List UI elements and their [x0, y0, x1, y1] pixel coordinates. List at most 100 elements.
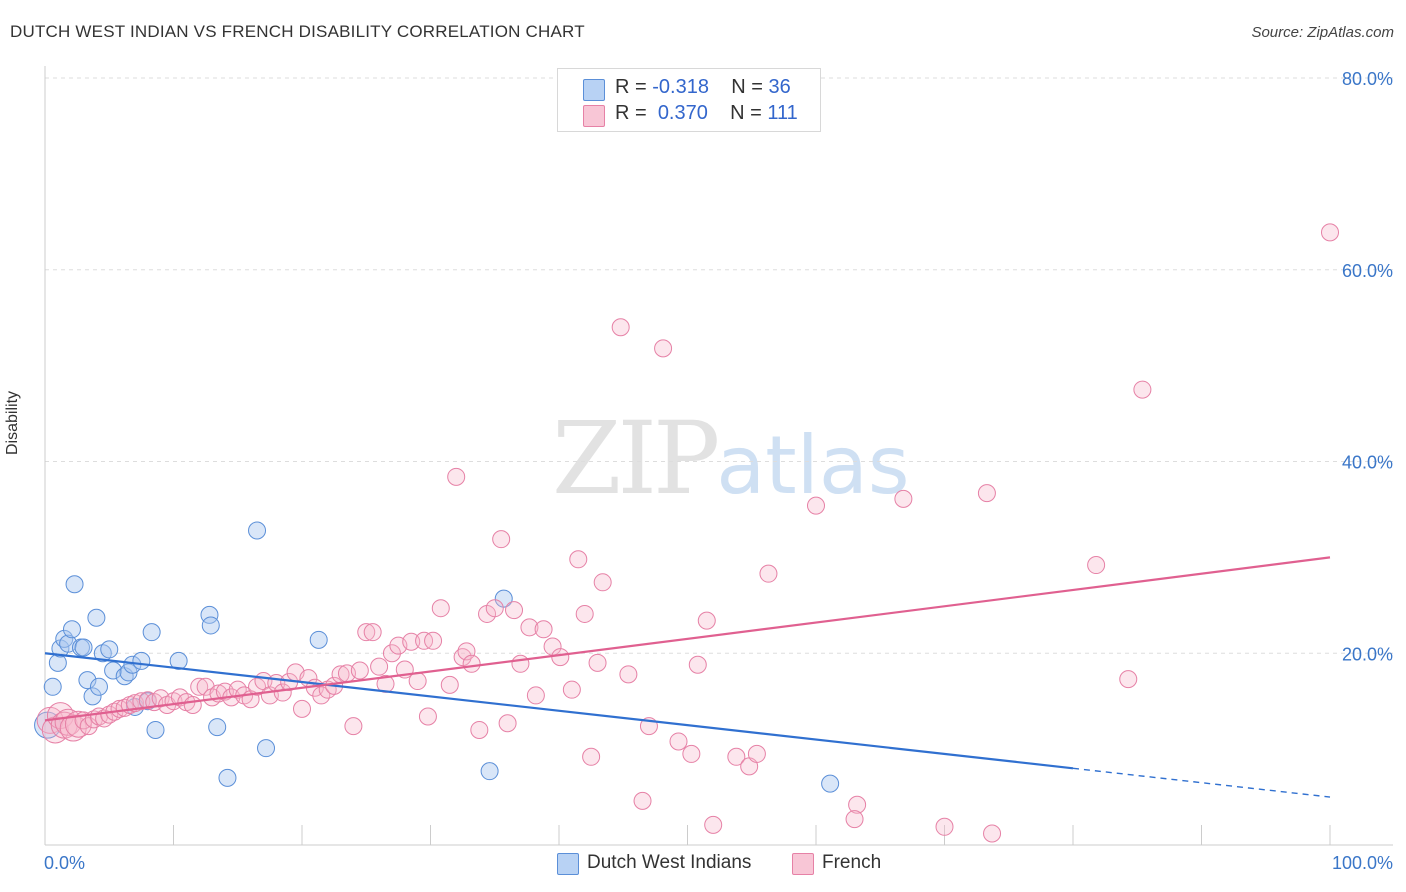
point-pink-63 [418, 707, 437, 726]
point-pink-93 [654, 339, 673, 358]
point-pink-54 [363, 623, 382, 642]
point-pink-15 [115, 698, 134, 717]
point-pink-51 [344, 717, 363, 736]
point-blue-29 [218, 768, 237, 787]
point-blue-6 [62, 620, 81, 639]
bottom-legend-label-pink: French [822, 852, 882, 873]
point-pink-107 [935, 817, 954, 836]
point-pink-70 [462, 654, 481, 673]
legend-swatch-blue [583, 79, 605, 101]
legend-n-label-blue: N = [731, 76, 763, 98]
point-pink-97 [697, 611, 716, 630]
point-pink-43 [293, 699, 311, 718]
legend-n-value-pink: 111 [767, 102, 798, 124]
point-pink-95 [682, 744, 701, 763]
trend-line-blue [44, 652, 1074, 770]
point-pink-80 [534, 620, 553, 639]
trend-line-pink [44, 556, 1331, 722]
point-pink-109 [983, 824, 1002, 843]
point-blue-16 [104, 661, 123, 680]
point-blue-9 [74, 638, 93, 657]
point-blue-34 [494, 589, 513, 608]
point-blue-31 [257, 739, 276, 758]
watermark: ZIPatlas [552, 400, 910, 517]
point-blue-15 [100, 640, 119, 659]
point-blue-23 [142, 623, 161, 642]
point-pink-110 [1087, 556, 1106, 575]
bottom-legend-swatch-blue [557, 853, 579, 875]
point-pink-104 [848, 795, 867, 814]
point-pink-52 [350, 661, 369, 680]
point-pink-76 [505, 601, 524, 620]
point-pink-26 [183, 696, 202, 715]
point-blue-27 [201, 616, 220, 635]
watermark-zip: ZIP [552, 400, 720, 517]
point-pink-61 [408, 672, 427, 691]
y-tick-label-60: 60.0% [1342, 261, 1393, 281]
point-pink-84 [569, 550, 588, 569]
point-pink-18 [132, 692, 151, 711]
point-pink-90 [619, 665, 638, 684]
legend-swatch-pink [583, 105, 605, 127]
legend-text-pink: R = 0.370 N = 111 [615, 102, 798, 125]
legend-r-value-blue: -0.318 [652, 76, 709, 98]
point-pink-64 [424, 631, 443, 650]
x-tick-label-min: 0.0% [44, 853, 85, 873]
point-blue-13 [89, 677, 108, 696]
point-pink-106 [894, 489, 913, 508]
point-pink-12 [100, 705, 119, 724]
point-pink-53 [357, 623, 376, 642]
point-pink-67 [447, 467, 466, 486]
point-pink-111 [1119, 670, 1138, 689]
point-blue-28 [208, 718, 227, 737]
point-pink-94 [669, 732, 688, 751]
point-blue-25 [169, 651, 188, 670]
x-tick-label-max: 100.0% [1332, 853, 1393, 873]
chart-source: Source: ZipAtlas.com [1251, 24, 1394, 41]
point-pink-88 [593, 573, 612, 592]
legend-n-value-blue: 36 [768, 76, 791, 98]
bottom-legend-label-blue: Dutch West Indians [587, 852, 752, 873]
point-blue-11 [83, 687, 102, 706]
point-pink-112 [1133, 380, 1152, 399]
point-pink-89 [611, 318, 630, 337]
point-blue-24 [146, 720, 165, 739]
trend-line-blue-extension [1072, 767, 1331, 798]
point-pink-83 [562, 680, 581, 699]
point-pink-1 [41, 716, 69, 744]
point-pink-102 [759, 564, 778, 583]
point-pink-40 [273, 683, 292, 702]
point-pink-105 [845, 810, 864, 829]
point-pink-75 [498, 714, 517, 733]
point-pink-98 [704, 815, 723, 834]
point-pink-99 [727, 747, 746, 766]
point-blue-33 [480, 762, 499, 781]
point-pink-113 [1321, 223, 1339, 242]
point-blue-30 [248, 521, 267, 540]
point-pink-82 [551, 648, 570, 667]
point-blue-12 [87, 608, 106, 627]
point-pink-79 [526, 686, 545, 705]
point-pink-78 [520, 618, 539, 637]
y-tick-label-20: 20.0% [1342, 644, 1393, 664]
point-pink-27 [190, 677, 209, 696]
point-pink-60 [402, 632, 421, 651]
point-pink-108 [977, 484, 996, 503]
legend-r-label-blue: R = [615, 76, 647, 98]
legend-r-label-pink: R = [615, 102, 647, 124]
point-pink-85 [575, 604, 594, 623]
point-blue-32 [309, 630, 328, 649]
point-blue-21 [132, 651, 151, 670]
legend-text-blue: R = -0.318 N = 36 [615, 76, 791, 99]
legend-r-value-pink: 0.370 [657, 102, 708, 124]
y-tick-label-40: 40.0% [1342, 453, 1393, 473]
point-blue-10 [78, 671, 97, 690]
point-pink-55 [370, 657, 389, 676]
point-pink-87 [588, 653, 607, 672]
point-pink-71 [470, 720, 489, 739]
point-pink-101 [747, 744, 766, 763]
point-pink-91 [633, 791, 652, 810]
point-blue-7 [65, 575, 84, 594]
watermark-atlas: atlas [716, 419, 910, 512]
